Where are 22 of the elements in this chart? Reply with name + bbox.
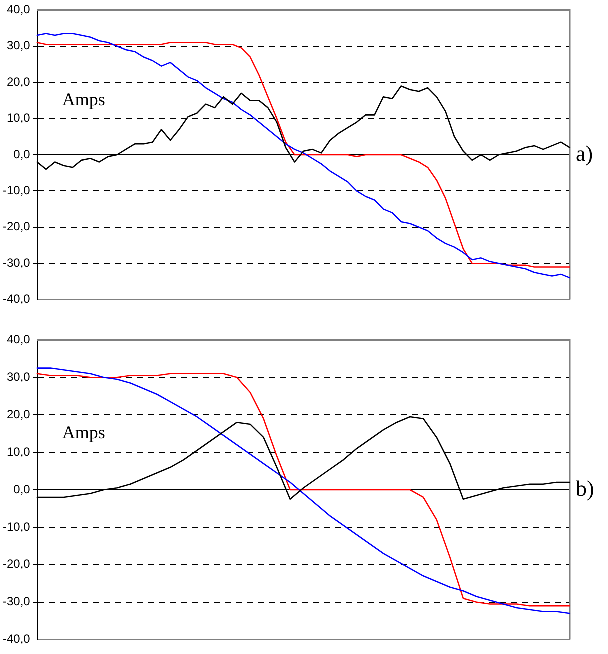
y-tick-label: -30,0 bbox=[2, 594, 31, 609]
y-tick-label: 10,0 bbox=[6, 111, 31, 126]
y-tick-label: -20,0 bbox=[2, 557, 31, 572]
text: a) bbox=[576, 140, 594, 166]
y-tick-label: 0,0 bbox=[14, 482, 31, 496]
y-tick-label: -40,0 bbox=[2, 632, 31, 646]
y-tick-label: 10,0 bbox=[6, 444, 31, 459]
y-tick-label: 40,0 bbox=[6, 2, 31, 17]
annotation: Amps bbox=[62, 89, 106, 110]
y-tick-label: 0,0 bbox=[14, 147, 31, 162]
y-tick-label: 40,0 bbox=[6, 332, 31, 347]
y-tick-label: 20,0 bbox=[6, 407, 31, 422]
y-tick-label: -30,0 bbox=[2, 256, 31, 270]
y-tick-label: -40,0 bbox=[2, 292, 31, 306]
y-tick-label: 20,0 bbox=[6, 74, 31, 89]
y-tick-label: -20,0 bbox=[2, 220, 31, 234]
annotation: Amps bbox=[62, 422, 106, 443]
y-tick-label: 30,0 bbox=[6, 370, 31, 384]
y-tick-label: 30,0 bbox=[6, 38, 31, 53]
y-tick-label: -10,0 bbox=[2, 520, 31, 534]
text: b) bbox=[576, 476, 594, 501]
y-tick-label: -10,0 bbox=[2, 184, 31, 198]
